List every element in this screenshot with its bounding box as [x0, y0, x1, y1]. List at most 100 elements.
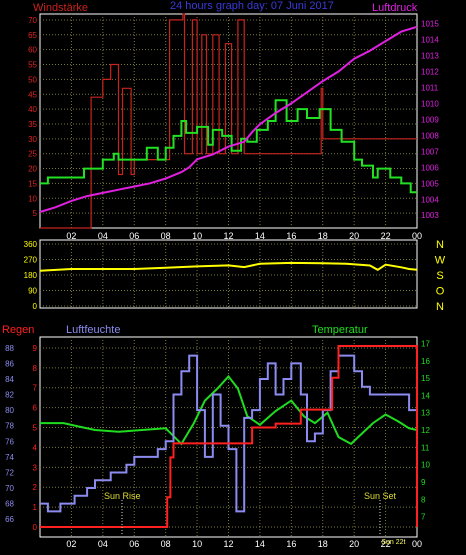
luftfeuchte-label: Luftfeuchte: [66, 324, 120, 336]
wind-tick-label: 65: [28, 31, 37, 40]
x-tick-label: 14: [255, 539, 265, 549]
rain-tick-label: 6: [33, 404, 38, 413]
rain-tick-label: 9: [33, 344, 38, 353]
humidity-y-ticks: 66 68 70 72 74 76 78 80 82 84 86 88: [5, 344, 14, 524]
pressure-tick-label: 1015: [421, 20, 439, 29]
x-tick-label: 00: [412, 539, 422, 549]
x-tick-label: 08: [161, 539, 171, 549]
direction-tick-label: 270: [24, 256, 38, 265]
temperature-tick-label: 8: [421, 495, 426, 504]
temperature-tick-label: 17: [421, 339, 430, 348]
regen-label: Regen: [2, 324, 34, 336]
humidity-tick-label: 80: [5, 406, 14, 415]
wind-tick-label: 70: [28, 16, 37, 25]
rain-humidity-temp-series: Sun 22t: [40, 345, 418, 546]
rain-tick-label: 3: [33, 463, 38, 472]
wind-tick-label: 45: [28, 90, 37, 99]
temperature-line: [40, 374, 418, 446]
temperature-tick-label: 12: [421, 426, 430, 435]
pressure-tick-label: 1011: [421, 83, 439, 92]
x-tick-label: 06: [129, 231, 139, 241]
rain-tick-label: 2: [33, 483, 38, 492]
sunset-overlap-label: Sun 22t: [381, 539, 405, 546]
humidity-tick-label: 84: [5, 375, 14, 384]
chart-title: 24 hours graph day: 07 Juni 2017: [170, 0, 334, 12]
humidity-tick-label: 70: [5, 484, 14, 493]
wind-tick-label: 10: [28, 194, 37, 203]
wind-tick-label: 35: [28, 120, 37, 129]
x-tick-label: 10: [192, 231, 202, 241]
wind-pressure-frame: [39, 13, 418, 229]
direction-compass-label: W: [435, 255, 446, 267]
pressure-tick-label: 1003: [421, 211, 439, 220]
pressure-tick-label: 1009: [421, 115, 439, 124]
temperature-tick-label: 13: [421, 409, 430, 418]
wind-pressure-series: [39, 13, 418, 229]
temperature-tick-label: 9: [421, 478, 426, 487]
wind-tick-label: 25: [28, 150, 37, 159]
x-tick-label: 04: [98, 231, 108, 241]
temperature-y-ticks: 7 8 9 10 11 12 13 14 15 16 17: [421, 339, 430, 521]
wind-tick-label: 15: [28, 179, 37, 188]
humidity-tick-label: 72: [5, 468, 14, 477]
x-tick-label: 16: [286, 231, 296, 241]
wind-tick-label: 50: [28, 75, 37, 84]
x-tick-label: 04: [98, 539, 108, 549]
rain-line: [40, 345, 418, 528]
wind-tick-label: 5: [33, 209, 38, 218]
wind-tick-label: 30: [28, 135, 37, 144]
humidity-tick-label: 88: [5, 344, 14, 353]
rain-y-ticks: 0 1 2 3 4 5 6 7 8 9: [33, 344, 38, 532]
pressure-line: [39, 25, 418, 213]
wind-y-ticks: 5 10 15 20 25 30 35 40 45 50 55 60 65 70: [28, 16, 37, 218]
x-tick-label: 02: [66, 231, 76, 241]
pressure-tick-label: 1010: [421, 99, 439, 108]
humidity-tick-label: 74: [5, 453, 14, 462]
x-tick-label: 20: [349, 539, 359, 549]
x-tick-label: 22: [381, 231, 391, 241]
temperature-tick-label: 11: [421, 443, 430, 452]
direction-compass-label: N: [436, 301, 444, 313]
temperature-tick-label: 7: [421, 513, 426, 522]
x-tick-label: 20: [349, 231, 359, 241]
wind-tick-label: 40: [28, 105, 37, 114]
x-tick-label: 12: [223, 231, 233, 241]
temperature-tick-label: 15: [421, 374, 430, 383]
humidity-tick-label: 76: [5, 437, 14, 446]
rain-tick-label: 7: [33, 384, 38, 393]
direction-tick-label: 0: [33, 302, 38, 311]
direction-y-ticks: 0 90 180 270 360: [24, 240, 38, 311]
direction-tick-label: 90: [28, 287, 37, 296]
rain-tick-label: 1: [33, 503, 38, 512]
windstaerke-label: Windstärke: [33, 2, 88, 14]
direction-tick-label: 360: [24, 240, 38, 249]
luftdruck-label: Luftdruck: [372, 2, 418, 14]
direction-compass-label: O: [436, 286, 445, 298]
rain-tick-label: 8: [33, 364, 38, 373]
wind-tick-label: 20: [28, 165, 37, 174]
sunrise-label: Sun Rise: [104, 491, 141, 501]
temperature-tick-label: 16: [421, 357, 430, 366]
humidity-tick-label: 66: [5, 515, 14, 524]
pressure-tick-label: 1014: [421, 36, 439, 45]
wind-direction-line: [39, 261, 418, 272]
pressure-tick-label: 1013: [421, 52, 439, 61]
direction-compass-label: N: [436, 239, 444, 251]
wind-gust-line: [40, 13, 417, 229]
wind-direction-grid: [40, 240, 417, 308]
rain-tick-label: 5: [33, 424, 38, 433]
temperature-tick-label: 10: [421, 461, 430, 470]
wind-x-ticks: 02 04 06 08 10 12 14 16 18 20 22 00: [66, 231, 422, 241]
rain-x-ticks: 02 04 06 08 10 12 14 16 18 20 22 00: [66, 539, 422, 549]
pressure-tick-label: 1004: [421, 195, 439, 204]
humidity-tick-label: 78: [5, 422, 14, 431]
temperatur-label: Temperatur: [312, 324, 368, 336]
pressure-y-ticks: 1003 1004 1005 1006 1007 1008 1009 1010 1011 1012…: [421, 20, 439, 221]
sunset-label: Sun Set: [364, 491, 397, 501]
x-tick-label: 02: [66, 539, 76, 549]
direction-tick-label: 180: [24, 271, 38, 280]
